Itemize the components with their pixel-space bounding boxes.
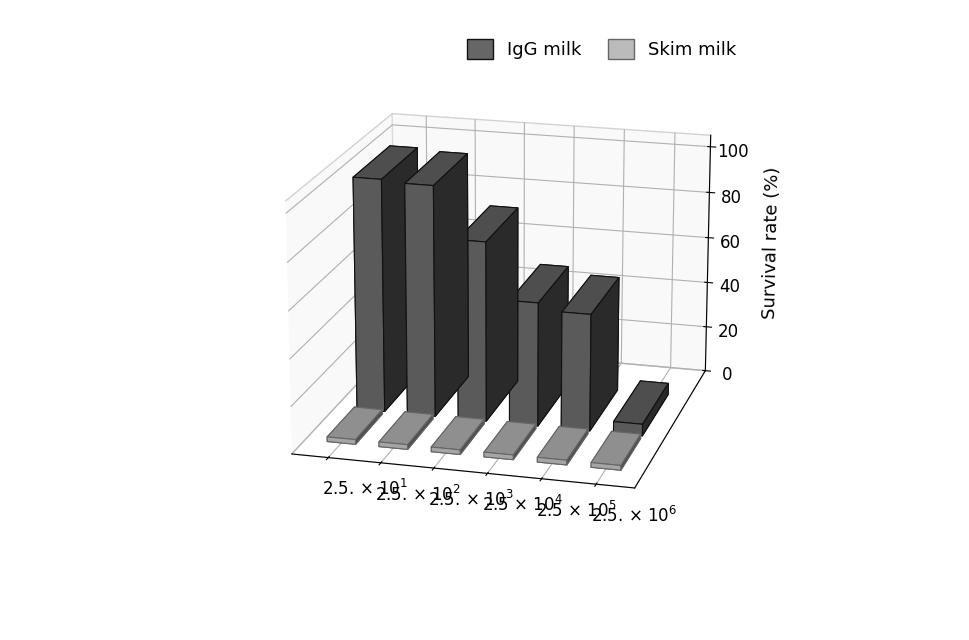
Legend: IgG milk, Skim milk: IgG milk, Skim milk	[457, 31, 745, 68]
